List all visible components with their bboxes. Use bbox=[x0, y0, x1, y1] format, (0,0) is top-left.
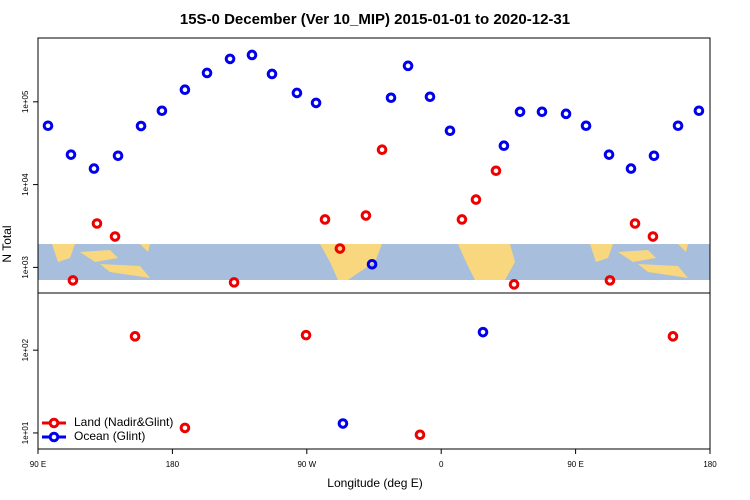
y-tick-label: 1e+02 bbox=[21, 338, 30, 361]
legend-label: Land (Nadir&Glint) bbox=[74, 415, 173, 429]
legend-label: Ocean (Glint) bbox=[74, 429, 145, 443]
point bbox=[42, 120, 54, 132]
map-strip bbox=[38, 244, 710, 280]
point bbox=[135, 120, 147, 132]
point bbox=[536, 106, 548, 118]
point bbox=[179, 84, 191, 96]
x-axis-label: Longitude (deg E) bbox=[327, 476, 422, 490]
point bbox=[366, 258, 378, 270]
legend-marker bbox=[48, 431, 60, 443]
point bbox=[310, 97, 322, 109]
plot-frame bbox=[37, 37, 711, 450]
point bbox=[490, 165, 502, 177]
point bbox=[456, 214, 468, 225]
point bbox=[385, 92, 397, 104]
legend-marker bbox=[48, 417, 60, 429]
point bbox=[470, 194, 482, 205]
point bbox=[91, 218, 103, 229]
point bbox=[647, 231, 659, 242]
point bbox=[514, 106, 526, 118]
x-tick-label: 180 bbox=[166, 460, 180, 469]
point bbox=[560, 108, 572, 120]
point bbox=[414, 429, 426, 441]
y-axis-label: N Total bbox=[0, 225, 14, 262]
point bbox=[109, 231, 121, 242]
point bbox=[246, 49, 258, 61]
point bbox=[648, 150, 660, 162]
point bbox=[424, 91, 436, 103]
point bbox=[402, 60, 414, 72]
point bbox=[67, 275, 79, 286]
point bbox=[444, 125, 456, 137]
point bbox=[625, 163, 637, 174]
y-tick-label: 1e+05 bbox=[21, 90, 30, 113]
point bbox=[201, 67, 213, 79]
point bbox=[129, 331, 141, 342]
chart-title: 15S-0 December (Ver 10_MIP) 2015-01-01 t… bbox=[180, 11, 570, 28]
y-tick-label: 1e+01 bbox=[21, 421, 30, 444]
x-tick-label: 90 E bbox=[30, 460, 46, 469]
x-tick-label: 0 bbox=[439, 460, 444, 469]
x-tick-label: 180 bbox=[703, 460, 717, 469]
point bbox=[477, 326, 489, 338]
point bbox=[376, 144, 388, 155]
point bbox=[334, 243, 346, 254]
point bbox=[291, 87, 303, 99]
point bbox=[603, 149, 615, 160]
point bbox=[228, 277, 240, 288]
x-tick-label: 90 E bbox=[567, 460, 583, 469]
point bbox=[300, 329, 312, 341]
point bbox=[693, 105, 705, 117]
point bbox=[498, 140, 510, 152]
point bbox=[224, 53, 236, 65]
y-tick-label: 1e+03 bbox=[21, 256, 30, 279]
legend: Land (Nadir&Glint)Ocean (Glint) bbox=[42, 415, 173, 443]
x-tick-label: 90 W bbox=[297, 460, 316, 469]
y-tick-label: 1e+04 bbox=[21, 173, 30, 196]
point bbox=[179, 422, 191, 434]
point bbox=[337, 418, 349, 429]
point bbox=[319, 214, 331, 225]
point bbox=[604, 275, 616, 286]
point bbox=[88, 163, 100, 174]
point bbox=[112, 150, 124, 162]
point bbox=[580, 120, 592, 132]
point bbox=[360, 210, 372, 221]
point bbox=[266, 68, 278, 80]
point bbox=[667, 331, 679, 342]
point bbox=[65, 149, 77, 160]
point bbox=[156, 105, 168, 117]
point bbox=[629, 218, 641, 229]
point bbox=[508, 279, 520, 290]
point bbox=[672, 120, 684, 132]
